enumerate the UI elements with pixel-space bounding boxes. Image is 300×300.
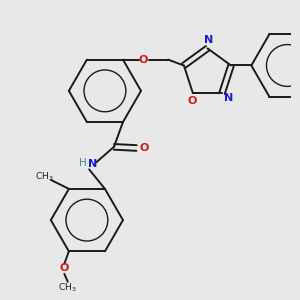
- Text: CH$_3$: CH$_3$: [58, 281, 77, 294]
- Text: O: O: [139, 55, 148, 64]
- Text: N: N: [224, 93, 233, 103]
- Text: H: H: [79, 158, 87, 168]
- Text: O: O: [187, 96, 196, 106]
- Text: O: O: [60, 263, 69, 273]
- Text: N: N: [88, 159, 98, 169]
- Text: CH$_3$: CH$_3$: [35, 170, 53, 183]
- Text: O: O: [140, 143, 149, 153]
- Text: N: N: [204, 35, 213, 46]
